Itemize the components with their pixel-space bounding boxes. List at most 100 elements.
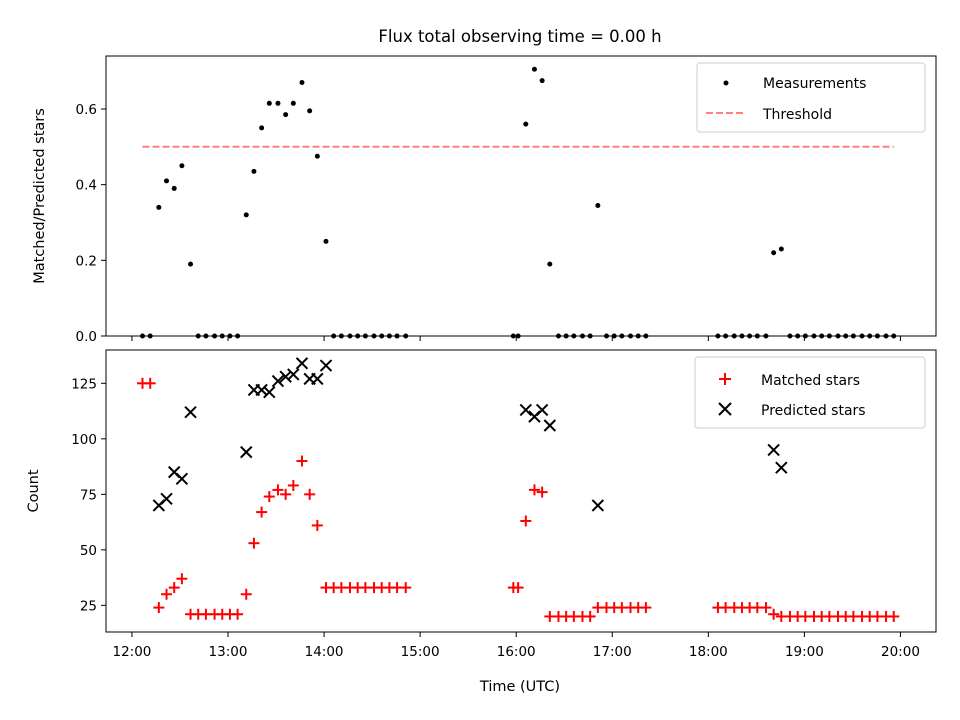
matched-star-point [161, 588, 173, 600]
top-y-tick-label: 0.2 [76, 253, 97, 269]
top-legend: Measurements Threshold [696, 62, 926, 133]
matched-star-point [168, 582, 180, 594]
measurement-point [531, 66, 537, 72]
bottom-x-tick-label: 13:00 [209, 644, 248, 660]
matched-star-point [888, 610, 900, 622]
legend-matched-label: Matched stars [761, 373, 860, 389]
legend-matched-marker [719, 373, 731, 385]
measurement-point [547, 261, 553, 267]
top-x-axis-ticks [131, 336, 901, 341]
measurement-point [595, 202, 601, 208]
predicted-star-point [240, 445, 253, 459]
legend-predicted-marker [718, 402, 732, 416]
bottom-x-axis-label: Time (UTC) [479, 679, 560, 695]
bottom-x-axis-ticks: 12:00 13:00 14:00 15:00 16:00 17:00 18:00 19:00… [112, 632, 920, 660]
matched-star-point [263, 491, 275, 503]
top-y-tick-label: 0.4 [76, 178, 97, 194]
top-y-tick-label: 0.6 [76, 102, 97, 118]
bottom-y-tick-label: 100 [71, 432, 97, 448]
measurement-point [243, 212, 249, 218]
bottom-x-tick-label: 12:00 [112, 644, 151, 660]
matched-star-point [287, 479, 299, 491]
predicted-star-point [311, 372, 324, 386]
matched-star-point [280, 488, 292, 500]
matched-star-point [248, 537, 260, 549]
chart-title: Flux total observing time = 0.00 h [378, 27, 661, 46]
top-y-axis-ticks: 0.0 0.2 0.4 0.6 [76, 102, 106, 345]
predicted-star-point [255, 383, 268, 397]
predicted-star-point [279, 370, 292, 383]
predicted-star-point [519, 403, 533, 417]
matched-star-point [232, 608, 244, 620]
predicted-star-point [295, 357, 309, 370]
legend-predicted-label: Predicted stars [761, 403, 866, 419]
matched-star-point [584, 610, 596, 622]
bottom-x-tick-label: 16:00 [497, 644, 536, 660]
bottom-x-tick-label: 19:00 [785, 644, 824, 660]
predicted-star-point [160, 492, 173, 505]
measurement-point [259, 125, 265, 131]
predicted-star-point [775, 461, 788, 474]
matched-star-point [512, 582, 524, 594]
predicted-star-point [184, 405, 197, 419]
bottom-plot-marks [137, 357, 900, 622]
bottom-x-tick-label: 18:00 [689, 644, 728, 660]
measurement-point [164, 178, 170, 184]
legend-measurements-dot [723, 80, 729, 86]
matched-star-point [153, 602, 165, 614]
predicted-star-point [767, 443, 780, 457]
measurement-point [188, 261, 194, 267]
measurement-point [314, 153, 320, 159]
predicted-star-point [263, 385, 276, 399]
bottom-y-axis-label: Count [26, 469, 42, 512]
matched-star-point [144, 377, 156, 389]
measurement-point [771, 250, 777, 256]
bottom-x-tick-label: 14:00 [305, 644, 344, 660]
predicted-star-point [287, 368, 300, 381]
matched-star-point [520, 515, 532, 527]
measurement-point [171, 185, 177, 191]
predicted-star-point [543, 419, 557, 432]
measurement-point [156, 204, 162, 210]
predicted-star-point [591, 499, 605, 512]
matched-star-point [272, 484, 284, 496]
bottom-legend: Matched stars Predicted stars [694, 356, 926, 429]
measurement-point [307, 108, 313, 114]
bottom-y-tick-label: 25 [80, 598, 97, 614]
measurement-point [179, 163, 185, 169]
bottom-y-tick-label: 125 [71, 376, 97, 392]
matched-star-point [304, 488, 316, 500]
bottom-y-tick-label: 50 [80, 543, 97, 559]
top-axes-frame [105, 55, 937, 337]
bottom-y-tick-label: 75 [80, 487, 97, 503]
legend-measurements-label: Measurements [763, 76, 866, 92]
top-y-axis-label: Matched/Predicted stars [32, 108, 48, 284]
predicted-star-point [175, 472, 189, 485]
top-legend-box [696, 62, 926, 133]
matched-star-point [640, 602, 652, 614]
measurement-point [299, 79, 305, 85]
bottom-x-tick-label: 15:00 [401, 644, 440, 660]
measurement-point [266, 100, 272, 106]
measurement-point [275, 100, 281, 106]
matched-star-point [528, 484, 540, 496]
bottom-y-axis-ticks: 25 50 75 100 125 [71, 376, 106, 614]
measurement-point [323, 238, 329, 244]
bottom-x-tick-label: 20:00 [881, 644, 920, 660]
predicted-star-point [535, 403, 549, 417]
matched-star-point [256, 506, 268, 518]
bottom-x-tick-label: 17:00 [593, 644, 632, 660]
matched-star-point [311, 519, 323, 531]
predicted-star-point [271, 374, 285, 388]
measurement-point [251, 168, 257, 174]
matched-star-point [400, 582, 412, 594]
bottom-legend-box [694, 356, 926, 429]
predicted-star-point [319, 359, 333, 372]
legend-threshold-label: Threshold [762, 107, 832, 123]
measurement-point [283, 112, 289, 118]
matched-star-point [176, 573, 188, 585]
top-y-tick-label: 0.0 [76, 329, 97, 345]
measurement-point [778, 246, 784, 252]
matched-star-point [240, 588, 252, 600]
